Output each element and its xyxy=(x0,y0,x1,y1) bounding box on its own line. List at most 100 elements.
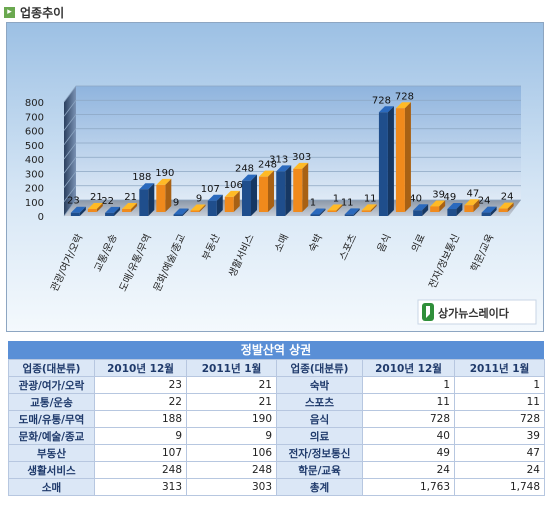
header-dec-2010: 2010년 12월 xyxy=(362,359,455,377)
data-label: 23 xyxy=(67,196,80,207)
bar-side xyxy=(490,206,497,216)
bar-top xyxy=(481,206,497,213)
bar-top xyxy=(361,204,377,211)
table-cell-value: 24 xyxy=(362,461,455,479)
data-label: 106 xyxy=(224,180,243,191)
bar xyxy=(498,208,508,212)
table-cell-category: 전자/정보통신 xyxy=(276,444,363,462)
table-cell-value: 728 xyxy=(362,410,455,428)
table-cell-value: 303 xyxy=(186,478,277,496)
table-cell-category: 도매/유통/무역 xyxy=(8,410,95,428)
bar-side xyxy=(114,206,121,216)
table-cell-value: 1 xyxy=(362,376,455,394)
bar-top xyxy=(378,106,394,113)
bar-side xyxy=(473,199,480,212)
bar xyxy=(481,212,491,216)
table-cell-value: 9 xyxy=(94,427,187,445)
table-cell-value: 1 xyxy=(454,376,545,394)
bar-side xyxy=(268,170,274,212)
logo-icon-mark xyxy=(426,306,430,318)
data-label: 39 xyxy=(432,189,445,200)
bar-top xyxy=(498,202,514,209)
bar xyxy=(310,214,320,216)
table-title: 정발산역 상권 xyxy=(8,341,544,359)
table-cell-value: 21 xyxy=(186,376,277,394)
table-cell-value: 11 xyxy=(454,393,545,411)
data-label: 11 xyxy=(364,193,377,204)
table-cell-value: 49 xyxy=(362,444,455,462)
bar-side xyxy=(319,208,326,216)
bar xyxy=(447,209,457,216)
bar xyxy=(464,205,474,212)
bar xyxy=(413,210,423,216)
header-dec-2010: 2010년 12월 xyxy=(94,359,187,377)
data-label: 21 xyxy=(90,192,103,203)
bar-side xyxy=(79,206,86,216)
data-label: 9 xyxy=(173,198,179,209)
table-cell-value: 47 xyxy=(454,444,545,462)
gridline xyxy=(63,171,521,188)
bar xyxy=(87,209,97,212)
bar-top xyxy=(447,203,463,210)
table-cell-value: 106 xyxy=(186,444,277,462)
table-cell-category: 총계 xyxy=(276,478,363,496)
gridline xyxy=(63,114,521,131)
table-cell-category: 생활서비스 xyxy=(8,461,95,479)
arrow-right-icon: ▸ xyxy=(4,6,15,18)
data-label: 303 xyxy=(292,152,311,163)
section-title: 업종추이 xyxy=(20,5,65,20)
table-cell-value: 24 xyxy=(454,461,545,479)
bar-side xyxy=(285,165,292,216)
bar-side xyxy=(302,162,309,212)
header-jan-2011: 2011년 1월 xyxy=(454,359,545,377)
table-row: 소매 313 303 총계 1,763 1,748 xyxy=(8,478,545,496)
data-label: 21 xyxy=(124,192,137,203)
header-jan-2011: 2011년 1월 xyxy=(186,359,277,377)
table-cell-category: 교통/운송 xyxy=(8,393,95,411)
table-cell-category: 부동산 xyxy=(8,444,95,462)
data-label: 11 xyxy=(341,197,354,208)
data-label: 107 xyxy=(201,184,220,195)
bar-top xyxy=(259,170,274,177)
logo-box xyxy=(417,299,537,325)
gridline xyxy=(63,185,521,202)
bar-top xyxy=(430,200,446,207)
data-label: 313 xyxy=(269,154,288,165)
bar-side xyxy=(96,203,103,212)
table-cell-value: 248 xyxy=(186,461,277,479)
table-row: 부동산 107 106 전자/정보통신 49 47 xyxy=(8,444,545,462)
table-row: 도매/유통/무역 188 190 음식 728 728 xyxy=(8,410,545,428)
bar xyxy=(361,210,371,212)
table-cell-value: 40 xyxy=(362,427,455,445)
bar xyxy=(156,184,166,212)
bar xyxy=(70,212,80,216)
table-cell-value: 313 xyxy=(94,478,187,496)
bar-side xyxy=(233,190,240,212)
table-cell-value: 728 xyxy=(454,410,545,428)
bar-top xyxy=(105,206,121,213)
y-tick-label: 800 xyxy=(25,98,44,109)
bar xyxy=(293,168,303,212)
header-category: 업종(대분류) xyxy=(276,359,363,377)
y-tick-label: 500 xyxy=(25,141,44,152)
table-cell-category: 소매 xyxy=(8,478,95,496)
bar-side xyxy=(387,106,394,216)
table-cell-value: 23 xyxy=(94,376,187,394)
data-label: 40 xyxy=(409,193,422,204)
bar xyxy=(207,200,217,216)
bar-side xyxy=(182,208,189,216)
y-tick-label: 200 xyxy=(25,184,44,195)
bar-side xyxy=(439,200,446,212)
table-cell-value: 107 xyxy=(94,444,187,462)
gridline xyxy=(63,128,521,145)
bar-side xyxy=(199,204,206,212)
data-label: 190 xyxy=(155,168,174,179)
bar-top xyxy=(87,203,103,210)
bar-side xyxy=(216,194,223,216)
table-cell-value: 39 xyxy=(454,427,545,445)
bar-top xyxy=(310,208,326,215)
bar-top xyxy=(293,162,309,169)
bar-top xyxy=(395,102,411,109)
bar-side xyxy=(251,174,257,216)
